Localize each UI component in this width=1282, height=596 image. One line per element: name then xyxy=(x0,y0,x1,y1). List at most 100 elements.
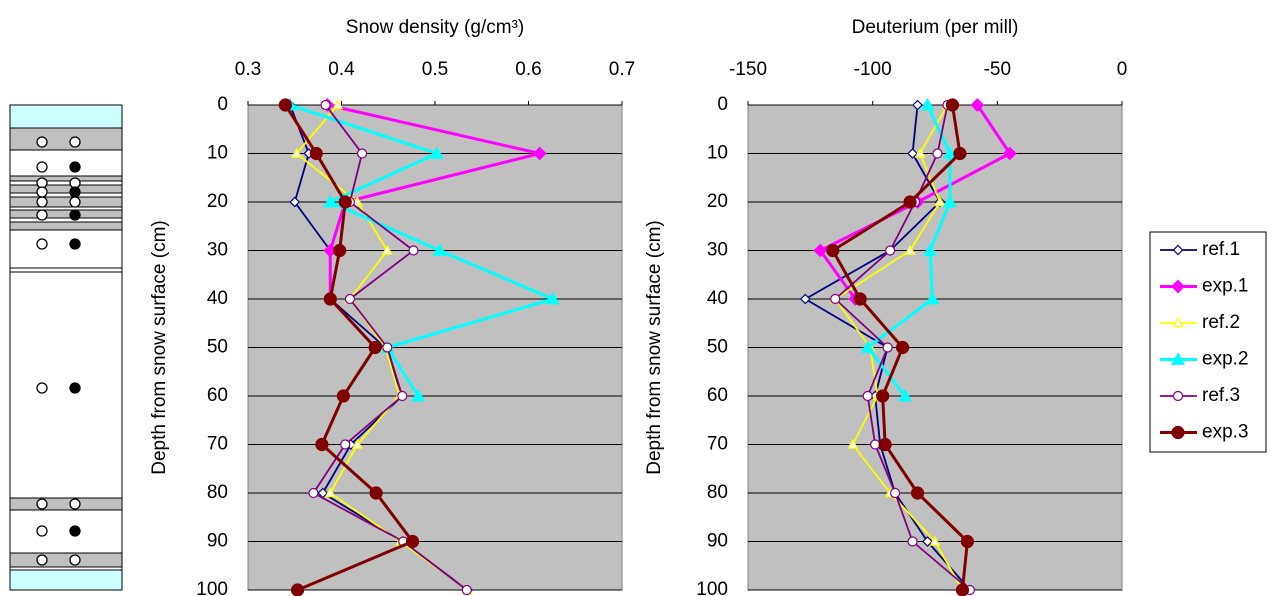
sample-filled xyxy=(70,239,80,249)
layer xyxy=(10,105,122,128)
y-tick-label: 20 xyxy=(707,191,728,212)
y-tick-label: 50 xyxy=(707,337,728,358)
point xyxy=(324,293,336,305)
chart-title: Deuterium (per mill) xyxy=(852,17,1019,38)
point xyxy=(904,196,916,208)
legend-label: exp.1 xyxy=(1202,276,1248,297)
point xyxy=(946,99,958,111)
y-tick-label: 30 xyxy=(207,240,228,261)
layer xyxy=(10,128,122,150)
x-tick-label: -100 xyxy=(854,59,892,80)
point xyxy=(877,390,889,402)
sample-open xyxy=(37,210,47,220)
layer xyxy=(10,185,122,193)
y-tick-label: 0 xyxy=(217,94,228,115)
layer xyxy=(10,222,122,230)
layer xyxy=(10,197,122,207)
sample-open xyxy=(70,197,80,207)
x-tick-label: 0.4 xyxy=(328,59,355,80)
point xyxy=(956,584,968,596)
sample-open xyxy=(37,555,47,565)
point xyxy=(1172,427,1184,439)
point xyxy=(954,148,966,160)
y-tick-label: 80 xyxy=(707,482,728,503)
point xyxy=(891,489,900,498)
layer xyxy=(10,210,122,218)
sample-open xyxy=(37,383,47,393)
stratigraphy-column xyxy=(10,105,122,590)
sample-open xyxy=(70,499,80,509)
point xyxy=(383,343,392,352)
point xyxy=(912,487,924,499)
sample-filled xyxy=(70,526,80,536)
y-tick-label: 70 xyxy=(707,434,728,455)
figure: 01020304050607080901000.30.40.50.60.7Sno… xyxy=(0,0,1282,596)
sample-filled xyxy=(70,187,80,197)
x-tick-label: 0.7 xyxy=(609,59,635,80)
sample-open xyxy=(37,499,47,509)
sample-open xyxy=(37,187,47,197)
point xyxy=(339,196,351,208)
point xyxy=(341,440,350,449)
y-tick-label: 40 xyxy=(207,288,228,309)
legend-label: ref.1 xyxy=(1202,239,1240,260)
y-tick-label: 10 xyxy=(207,143,228,164)
sample-filled xyxy=(70,162,80,172)
y-tick-label: 100 xyxy=(696,579,728,596)
y-tick-label: 80 xyxy=(207,482,228,503)
sample-open xyxy=(37,239,47,249)
chart-title: Snow density (g/cm³) xyxy=(346,17,524,38)
layer xyxy=(10,498,122,510)
x-tick-label: 0.5 xyxy=(422,59,448,80)
sample-open xyxy=(37,162,47,172)
sample-open xyxy=(70,137,80,147)
legend-box xyxy=(1150,232,1266,452)
y-tick-label: 40 xyxy=(707,288,728,309)
y-tick-label: 90 xyxy=(707,531,728,552)
point xyxy=(407,536,419,548)
point xyxy=(321,101,330,110)
sample-open xyxy=(37,526,47,536)
y-axis-title: Depth from snow surface (cm) xyxy=(644,220,665,474)
point xyxy=(933,149,942,158)
y-tick-label: 70 xyxy=(207,434,228,455)
point xyxy=(922,99,934,110)
legend-label: ref.3 xyxy=(1202,385,1240,406)
y-tick-label: 100 xyxy=(196,579,228,596)
point xyxy=(854,293,866,305)
point xyxy=(358,149,367,158)
point xyxy=(310,148,322,160)
y-tick-label: 60 xyxy=(707,385,728,406)
point xyxy=(398,392,407,401)
point xyxy=(279,99,291,111)
sample-filled xyxy=(70,210,80,220)
point xyxy=(309,489,318,498)
y-tick-label: 10 xyxy=(707,143,728,164)
point xyxy=(827,245,839,257)
point xyxy=(292,584,304,596)
point xyxy=(369,342,381,354)
point xyxy=(334,245,346,257)
y-axis-title: Depth from snow surface (cm) xyxy=(149,220,170,474)
point xyxy=(1174,392,1183,401)
x-tick-label: -50 xyxy=(984,59,1011,80)
point xyxy=(879,439,891,451)
y-tick-label: 20 xyxy=(207,191,228,212)
page: 01020304050607080901000.30.40.50.60.7Sno… xyxy=(0,0,1282,596)
legend-label: exp.2 xyxy=(1202,349,1248,370)
sample-open xyxy=(37,197,47,207)
point xyxy=(897,342,909,354)
layer xyxy=(10,570,122,590)
y-tick-label: 90 xyxy=(207,531,228,552)
point xyxy=(871,440,880,449)
sample-open xyxy=(37,137,47,147)
point xyxy=(883,343,892,352)
point xyxy=(409,246,418,255)
layer xyxy=(10,553,122,567)
y-tick-label: 50 xyxy=(207,337,228,358)
point xyxy=(316,439,328,451)
point xyxy=(831,295,840,304)
point xyxy=(863,392,872,401)
y-tick-label: 0 xyxy=(717,94,728,115)
point xyxy=(908,537,917,546)
